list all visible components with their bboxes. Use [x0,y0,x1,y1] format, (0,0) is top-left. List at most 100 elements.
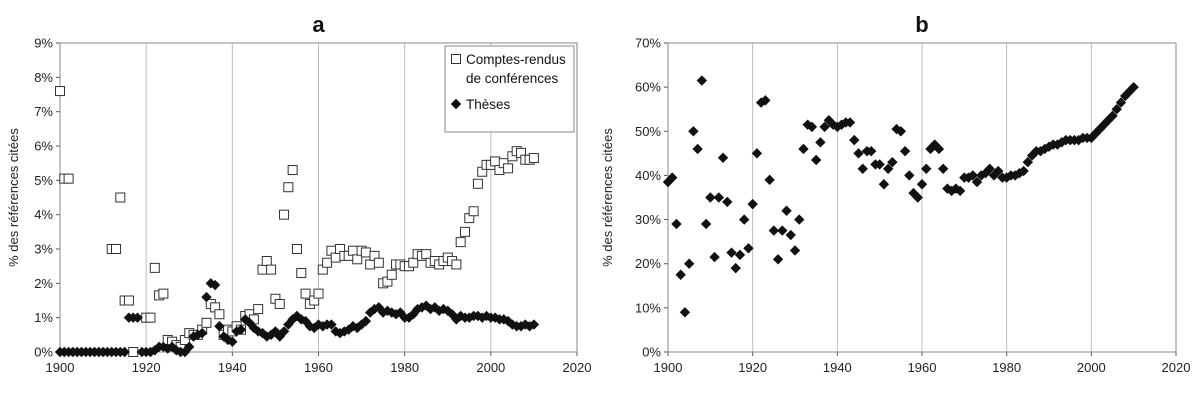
data-point [810,154,822,166]
legend-marker [451,54,461,64]
data-point [283,182,294,193]
y-tick-label: 70% [635,36,661,51]
data-point [266,264,277,275]
x-tick-label: 2020 [563,360,592,375]
data-point [322,257,333,268]
data-point [976,170,987,181]
data-point [688,126,699,137]
data-point [421,249,432,260]
data-point [866,145,877,157]
data-point [1124,86,1135,97]
y-tick-label: 20% [635,256,661,271]
data-point [373,257,384,268]
x-tick-label: 1920 [738,360,767,375]
data-point [1001,172,1012,183]
y-axis-label: % des références citées [600,128,615,267]
data-point [760,95,771,106]
data-point [192,329,204,341]
data-point [520,319,531,330]
data-point [123,295,134,306]
data-point [950,183,962,194]
y-tick-label: 0% [34,345,53,360]
data-point [214,309,225,320]
data-point [912,192,923,203]
data-point [365,259,376,270]
data-point [768,225,780,236]
data-point [274,298,285,309]
legend-marker [450,98,462,110]
data-point [326,319,337,330]
y-tick-label: 3% [34,242,53,257]
x-tick-label: 1900 [46,360,75,375]
data-point [490,156,501,167]
data-point [878,179,890,190]
data-point [63,173,74,184]
data-point [455,237,466,248]
panel-label: a [312,12,325,37]
data-point [347,245,358,256]
data-point [1073,134,1084,146]
y-tick-label: 7% [34,104,53,119]
data-point [823,115,835,126]
data-point [291,244,302,254]
data-point [853,148,864,159]
legend-entry-1: Thèses [450,97,511,112]
data-point [857,163,868,175]
data-point [696,75,708,86]
data-point [832,121,843,133]
data-point [844,117,856,128]
y-tick-label: 8% [34,70,53,85]
data-point [1128,81,1139,93]
legend-label: de conférences [466,71,559,86]
data-point [700,218,712,230]
data-point [891,123,902,135]
x-tick-label: 1960 [908,360,937,375]
legend-box [444,45,575,133]
data-point [261,256,272,267]
x-tick-label: 1980 [992,360,1021,375]
data-point [683,258,695,269]
data-point [887,156,898,168]
data-point [849,134,860,146]
data-point [713,192,724,203]
x-tick-label: 1940 [218,360,247,375]
data-point [709,251,720,263]
data-point [1056,137,1067,148]
data-point [1115,97,1127,108]
data-point [1107,110,1118,122]
y-tick-label: 50% [635,124,661,139]
series-1 [54,278,540,358]
data-point [743,243,754,254]
data-point [352,254,363,265]
data-point [300,288,311,299]
data-point [1111,104,1122,115]
data-point [115,192,126,203]
data-point [330,252,341,263]
data-point [772,254,784,265]
data-point [1018,165,1029,177]
legend-entry-0: Comptes-rendus de conférences [451,52,566,86]
data-point [722,196,733,208]
data-point [386,269,397,280]
data-point [929,139,940,150]
legend-label: Comptes-rendus [466,52,566,67]
data-point [874,159,885,170]
data-point [984,163,995,175]
data-point [201,291,212,303]
legend: Comptes-rendus de conférences Thèses [444,45,575,133]
y-tick-label: 9% [34,36,53,51]
data-point [671,218,682,230]
data-point [899,145,911,157]
data-point [785,229,796,241]
y-tick-label: 6% [34,139,53,154]
y-tick-label: 30% [635,212,661,227]
data-point [916,179,928,190]
data-point [468,206,479,217]
data-point [313,288,324,299]
data-point [111,244,122,254]
data-point [895,126,907,137]
data-point [201,317,212,328]
data-point [802,119,813,130]
